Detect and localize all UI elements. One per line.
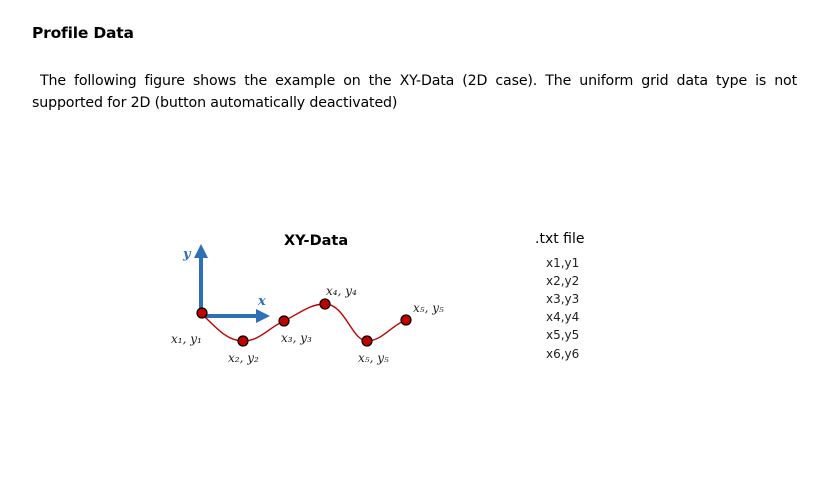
x-axis-label: x [257,294,266,309]
data-point [319,298,331,310]
txt-file-line: x6,y6 [546,347,579,361]
description-paragraph: The following figure shows the example o… [32,73,797,111]
data-point [196,307,208,319]
point-label: x₅, y₅ [413,301,444,315]
txt-file-line: x4,y4 [546,310,579,324]
data-point [237,335,249,347]
txt-file-line: x3,y3 [546,292,579,306]
point-label: x₄, y₄ [326,284,357,298]
txt-file-title: .txt file [535,231,585,247]
txt-file-line: x2,y2 [546,274,579,288]
txt-file-line: x1,y1 [546,256,579,270]
data-point [400,314,412,326]
data-point [361,335,373,347]
section-heading: Profile Data [32,24,134,42]
point-label: x₂, y₂ [228,351,259,365]
point-label: x₅, y₅ [358,351,389,365]
point-label: x₃, y₃ [281,331,312,345]
data-point [278,315,290,327]
txt-file-line: x5,y5 [546,328,579,342]
figure-title: XY-Data [284,233,348,249]
point-label: x₁, y₁ [171,332,202,346]
x-axis-arrow [201,309,270,323]
y-axis-arrow [194,244,208,316]
y-axis-label: y [182,247,192,262]
